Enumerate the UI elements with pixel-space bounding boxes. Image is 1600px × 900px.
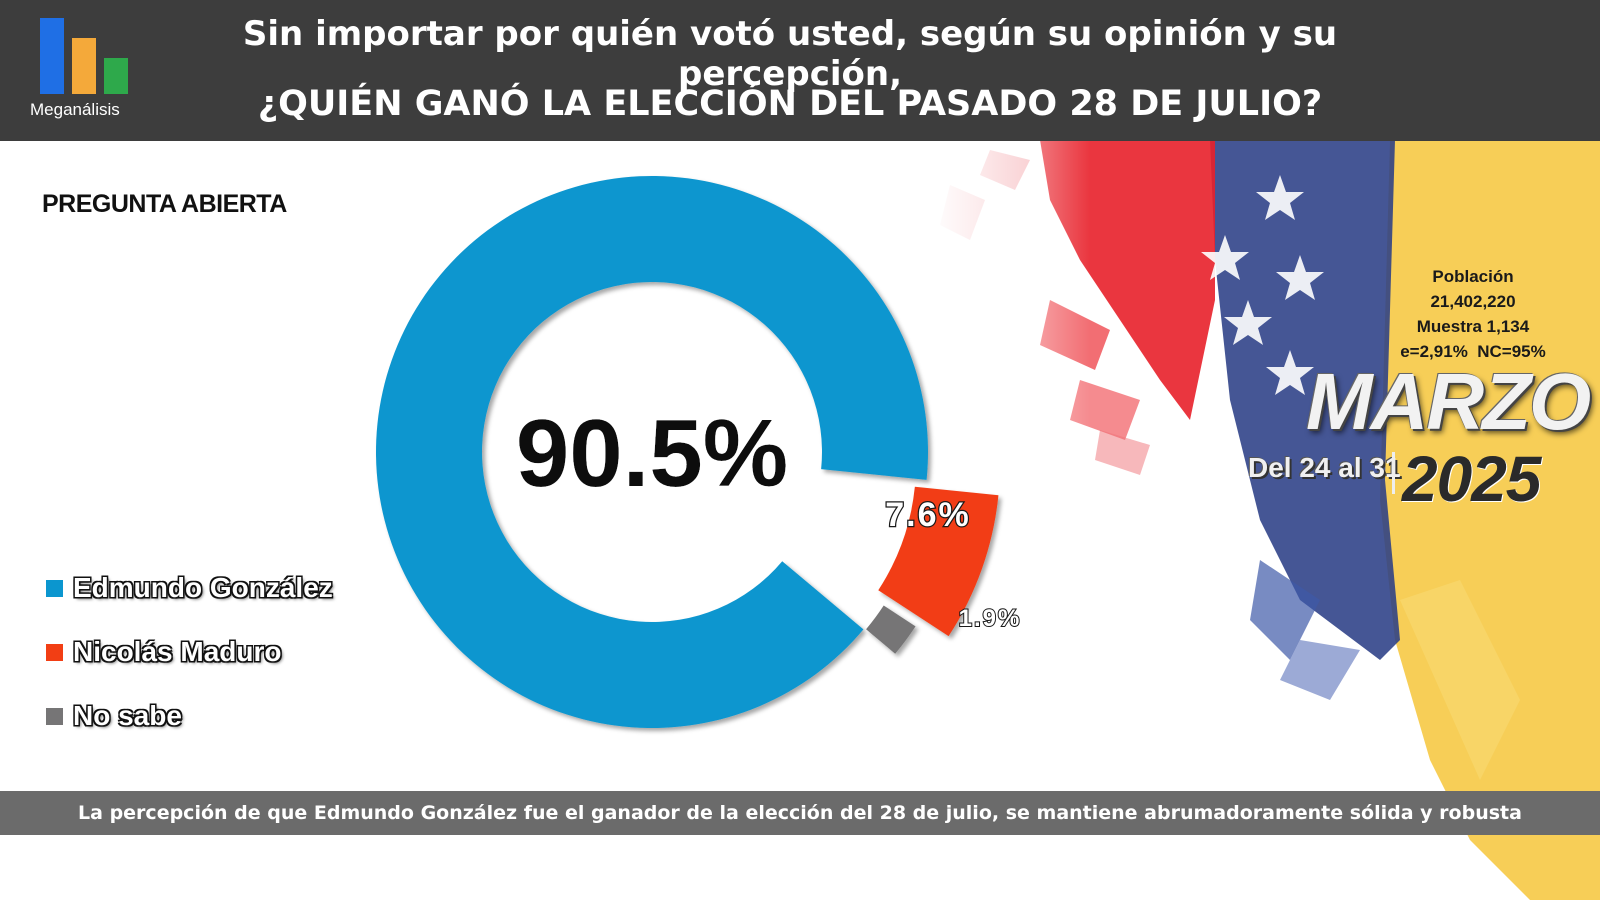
flag-blue-stripe bbox=[1210, 140, 1400, 700]
logo-text: Meganálisis bbox=[30, 100, 120, 119]
survey-info: Población 21,402,220 Muestra 1,134 e=2,9… bbox=[1388, 264, 1558, 364]
legend-swatch-no-sabe bbox=[46, 707, 63, 725]
poblacion-label: Población bbox=[1432, 267, 1514, 286]
margin-error: e=2,91% NC=95% bbox=[1400, 342, 1546, 361]
meganalisis-logo: Meganálisis bbox=[30, 14, 140, 124]
logo-bar-orange bbox=[72, 38, 96, 94]
flag-stars bbox=[1201, 175, 1324, 395]
legend-swatch-maduro bbox=[46, 643, 63, 661]
legend-label-no-sabe: No sabe bbox=[73, 700, 182, 731]
question-type-label: PREGUNTA ABIERTA bbox=[42, 190, 287, 218]
slice-no-sabe bbox=[866, 605, 916, 654]
chart-legend: Edmundo González Nicolás Maduro No sabe bbox=[46, 556, 333, 748]
footer-caption: La percepción de que Edmundo González fu… bbox=[0, 791, 1600, 835]
poblacion-value: 21,402,220 bbox=[1430, 292, 1516, 311]
legend-item-edmundo: Edmundo González bbox=[46, 556, 333, 620]
title-line-2: ¿QUIÉN GANÓ LA ELECCIÓN DEL PASADO 28 DE… bbox=[257, 84, 1323, 124]
logo-bar-green bbox=[104, 58, 128, 94]
date-divider bbox=[1392, 452, 1395, 494]
logo-bar-blue bbox=[40, 18, 64, 94]
survey-dates: Del 24 al 31 bbox=[1248, 452, 1401, 483]
value-label-no-sabe: 1.9% bbox=[959, 605, 1022, 632]
legend-item-maduro: Nicolás Maduro bbox=[46, 620, 333, 684]
slice-edmundo bbox=[376, 175, 929, 728]
legend-swatch-edmundo bbox=[46, 579, 63, 597]
legend-label-maduro: Nicolás Maduro bbox=[73, 636, 282, 667]
legend-label-edmundo: Edmundo González bbox=[73, 572, 333, 603]
survey-month: MARZO bbox=[1306, 357, 1591, 446]
survey-year: 2025 bbox=[1402, 443, 1541, 515]
muestra: Muestra 1,134 bbox=[1416, 317, 1530, 336]
header-bar: Meganálisis Sin importar por quién votó … bbox=[0, 0, 1600, 141]
value-label-edmundo: 90.5% bbox=[516, 400, 788, 507]
bar-chart-icon bbox=[30, 14, 140, 94]
flag-yellow-stripe bbox=[1380, 140, 1600, 900]
slice-maduro bbox=[878, 486, 999, 637]
title-line-1: Sin importar por quién votó usted, según… bbox=[242, 14, 1338, 94]
value-label-maduro: 7.6% bbox=[885, 496, 971, 534]
legend-item-no-sabe: No sabe bbox=[46, 684, 333, 748]
